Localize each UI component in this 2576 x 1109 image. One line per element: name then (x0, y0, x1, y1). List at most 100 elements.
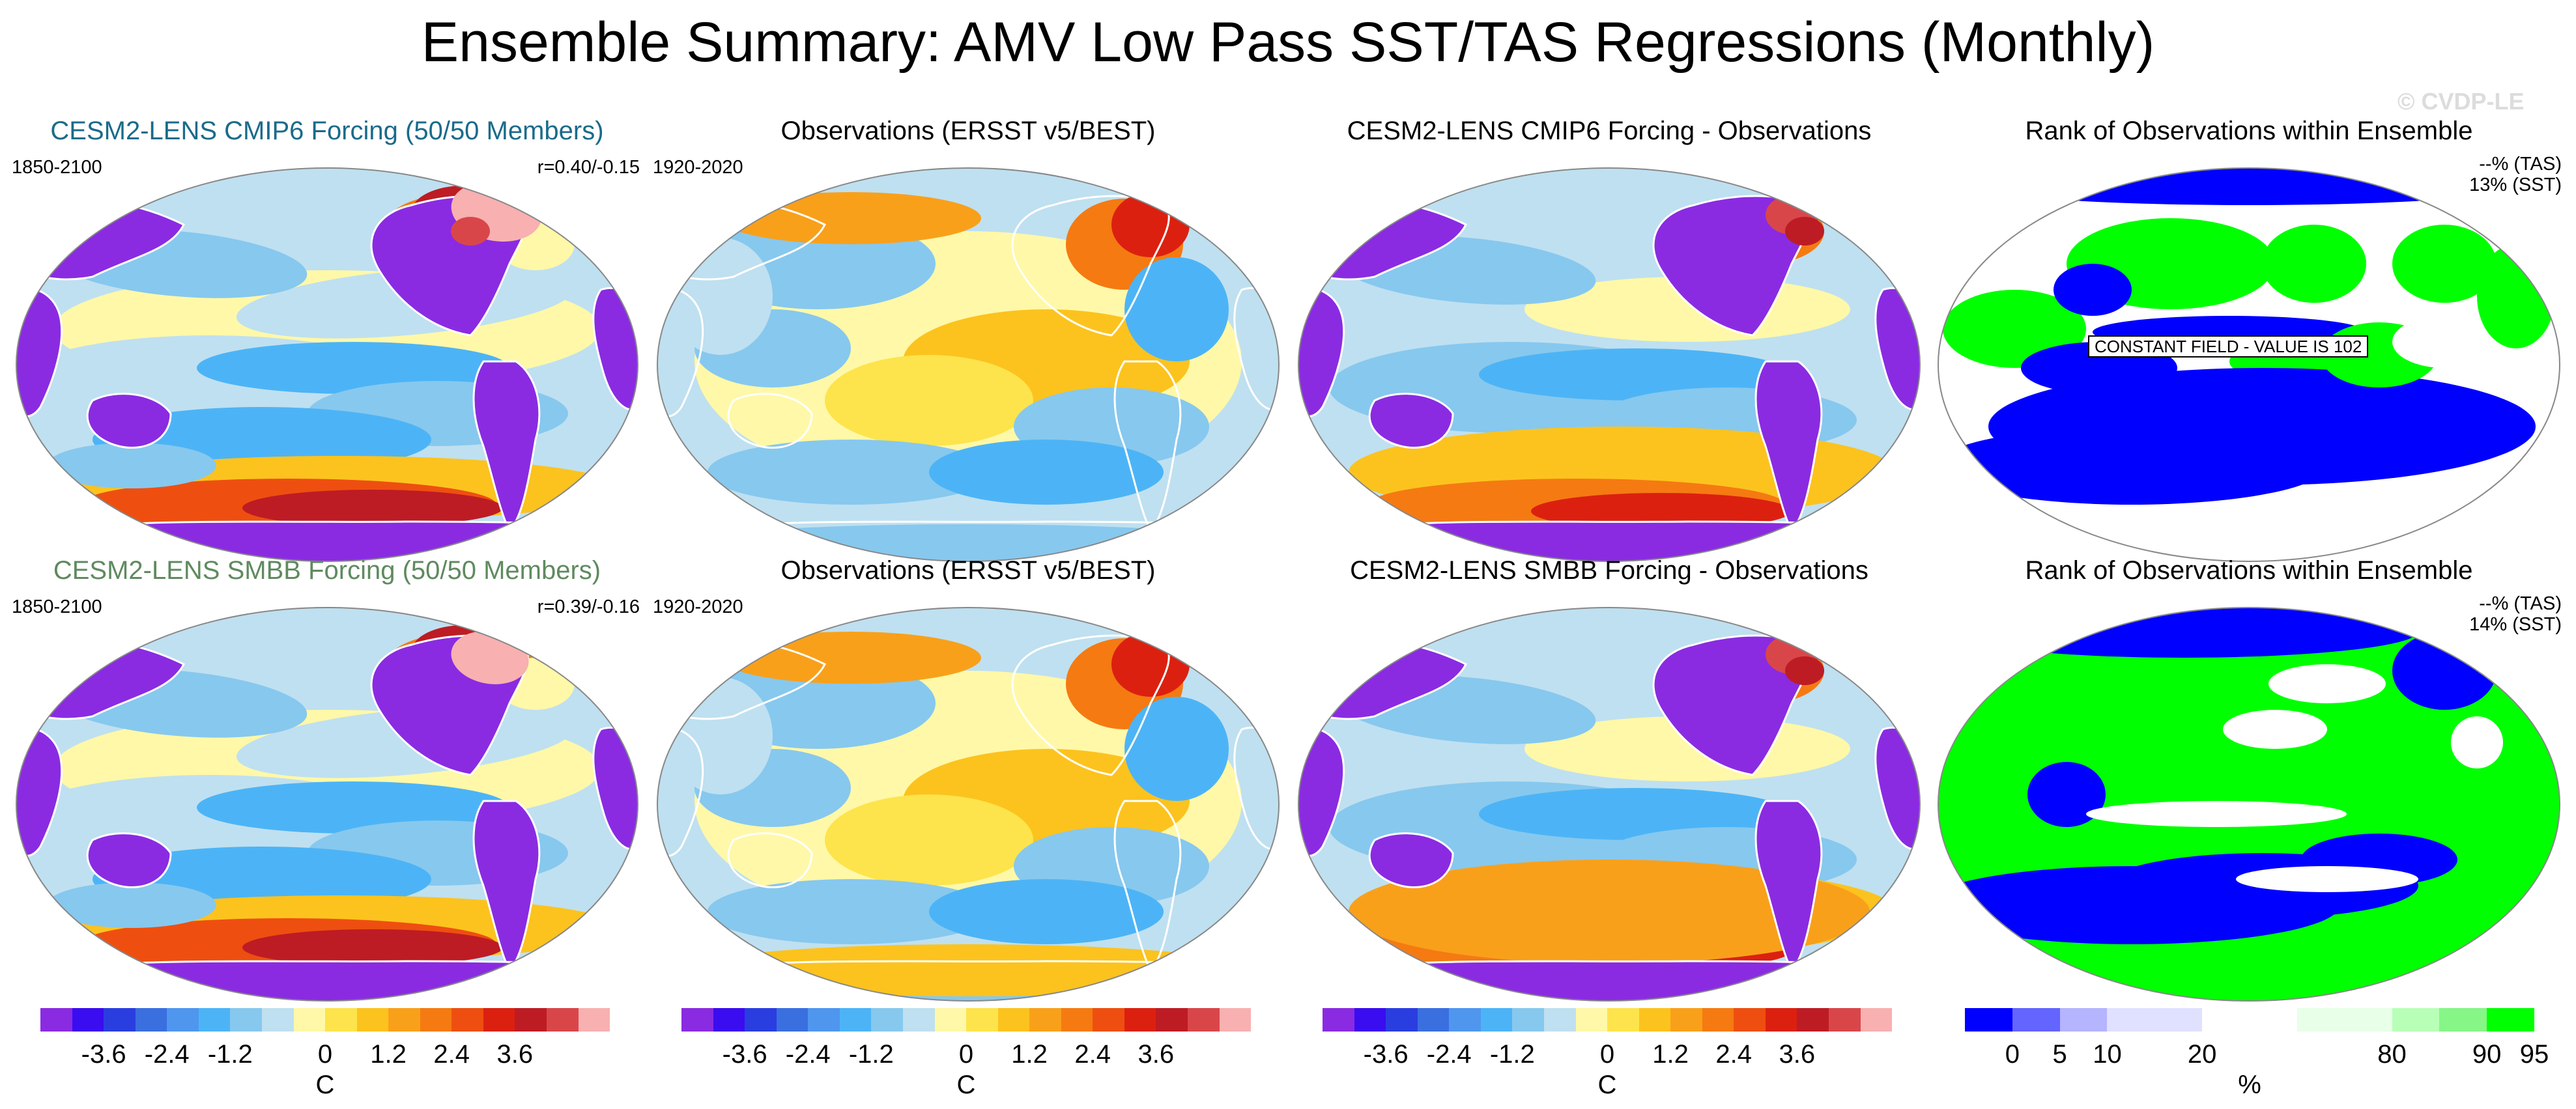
colorbar-unit-label: C (956, 1071, 976, 1099)
colorbar-box (2487, 1008, 2534, 1032)
australia-land (86, 832, 172, 889)
panel-title: Rank of Observations within Ensemble (2025, 117, 2473, 145)
colorbar-box (1829, 1008, 1861, 1032)
colorbar-box (2202, 1008, 2297, 1032)
colorbar-tick-label: -3.6 (81, 1040, 126, 1069)
field-contour (47, 443, 216, 488)
colorbar-tick-label: 1.2 (1652, 1040, 1689, 1069)
colorbar-box (261, 1008, 294, 1032)
field-contour (2262, 225, 2366, 303)
colorbar-1 (40, 1008, 610, 1032)
field-contour (2451, 716, 2503, 768)
map-border (1938, 167, 2560, 562)
map-panel-8 (1938, 607, 2560, 1002)
field-contour (1111, 632, 1190, 697)
colorbar-box (1702, 1008, 1734, 1032)
field-contour (242, 929, 503, 966)
colorbar-tick-label: 3.6 (1779, 1040, 1816, 1069)
field-contour (2054, 264, 2132, 316)
panel-title: CESM2-LENS CMIP6 Forcing (50/50 Members) (50, 117, 604, 145)
colorbar-box (776, 1008, 809, 1032)
map-border (657, 607, 1280, 1002)
colorbar-unit-label: C (315, 1071, 335, 1099)
panel-title: CESM2-LENS SMBB Forcing (50/50 Members) (53, 556, 601, 585)
colorbar-box (1386, 1008, 1418, 1032)
field-contour (1785, 217, 1824, 246)
colorbar-box (1797, 1008, 1829, 1032)
colorbar-tick-label: 1.2 (1011, 1040, 1048, 1069)
colorbar-box (2439, 1008, 2487, 1032)
colorbar-box (1512, 1008, 1544, 1032)
colorbar-box (515, 1008, 547, 1032)
colorbar-box (808, 1008, 840, 1032)
colorbar-tick-label: 3.6 (496, 1040, 534, 1069)
field-contour (2392, 316, 2497, 368)
field-contour (2268, 664, 2386, 703)
colorbar-box (997, 1008, 1030, 1032)
colorbar-box (1093, 1008, 1124, 1032)
coastline (727, 832, 813, 889)
colorbar-2 (681, 1008, 1252, 1032)
colorbar-box (1543, 1008, 1576, 1032)
field-contour (2477, 244, 2555, 348)
colorbar-box (1029, 1008, 1061, 1032)
colorbar-box (1480, 1008, 1513, 1032)
antarctica-land (1298, 960, 1920, 1001)
colorbar-box (1188, 1008, 1220, 1032)
colorbar-box (135, 1008, 167, 1032)
rank-sst-label: 13% (SST) (2469, 175, 2562, 195)
period-label: 1850-2100 (12, 157, 102, 178)
field-contour (451, 217, 490, 246)
correlation-label: r=0.40/-0.15 (537, 157, 640, 178)
colorbar-tick-label: 0 (317, 1040, 333, 1069)
colorbar-box (966, 1008, 998, 1032)
colorbar-box (40, 1008, 72, 1032)
panel-title: CESM2-LENS CMIP6 Forcing - Observations (1347, 117, 1872, 145)
colorbar-box (547, 1008, 579, 1032)
colorbar-tick-label: 20 (2187, 1040, 2217, 1069)
colorbar-box (1124, 1008, 1156, 1032)
colorbar-box (1323, 1008, 1354, 1032)
colorbar-box (681, 1008, 713, 1032)
colorbar-tick-label: 3.6 (1138, 1040, 1175, 1069)
field-contour (825, 355, 1033, 446)
colorbar-box (388, 1008, 420, 1032)
panel-title: Observations (ERSST v5/BEST) (780, 117, 1156, 145)
colorbar-box (1765, 1008, 1797, 1032)
colorbar-tick-label: 0 (2005, 1040, 2020, 1069)
colorbar-box (934, 1008, 967, 1032)
field-contour (2392, 225, 2497, 303)
field-contour (1124, 257, 1229, 361)
colorbar-box (1219, 1008, 1252, 1032)
colorbar-box (1639, 1008, 1671, 1032)
rank-tas-label: --% (TAS) (2479, 154, 2562, 175)
colorbar-box (578, 1008, 610, 1032)
field-contour (1349, 860, 1870, 964)
field-contour (1111, 192, 1190, 257)
colorbar-box (325, 1008, 357, 1032)
colorbar-box (230, 1008, 262, 1032)
colorbar-tick-label: 2.4 (433, 1040, 470, 1069)
field-contour (668, 238, 773, 355)
coastline (727, 393, 813, 449)
field-contour (1124, 697, 1229, 801)
field-contour (929, 879, 1164, 944)
colorbar-box (1449, 1008, 1481, 1032)
colorbar-box (1607, 1008, 1639, 1032)
colorbar-tick-label: -1.2 (1489, 1040, 1535, 1069)
field-contour (242, 490, 503, 526)
colorbar-3 (1323, 1008, 1893, 1032)
colorbar-box (2012, 1008, 2060, 1032)
map-panel-3 (1298, 167, 1921, 562)
colorbar-tick-label: 2.4 (1715, 1040, 1753, 1069)
field-contour (2086, 801, 2347, 827)
map-panel-6 (657, 607, 1280, 1002)
map-border (1298, 167, 1921, 562)
period-label: 1850-2100 (12, 597, 102, 617)
field-contour (1938, 427, 2327, 505)
panel-title: Rank of Observations within Ensemble (2025, 556, 2473, 585)
map-border (16, 607, 638, 1002)
colorbar-box (1860, 1008, 1893, 1032)
field-contour (1975, 168, 2523, 205)
rank-sst-label: 14% (SST) (2469, 614, 2562, 635)
